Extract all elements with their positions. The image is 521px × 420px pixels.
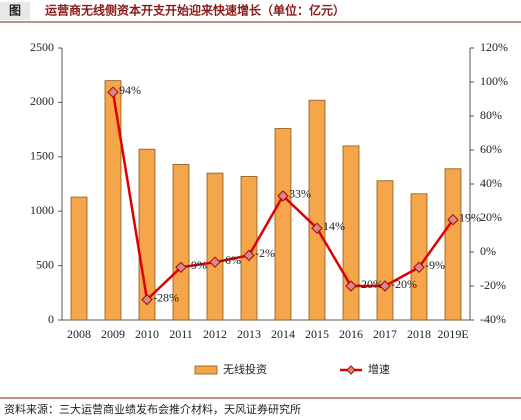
marker [447, 213, 459, 226]
y-tick-label: 2000 [30, 94, 54, 108]
x-tick-label: 2017 [373, 327, 397, 341]
marker [277, 190, 289, 202]
bar [172, 164, 190, 321]
bar [342, 145, 360, 321]
legend-label: 增速 [368, 362, 390, 376]
data-label: 19% [459, 210, 481, 224]
marker [345, 280, 357, 292]
y-tick-label: 0 [48, 312, 54, 326]
x-tick-label: 2019E [437, 327, 468, 341]
chart-title: 运营商无线侧资本开支开始迎来快速增长（单位：亿元） [45, 3, 345, 18]
figure-label: 图 [9, 4, 21, 18]
bar [206, 172, 224, 321]
data-label: 94% [119, 83, 141, 97]
marker [107, 86, 119, 98]
data-label: -9% [187, 258, 207, 272]
y2-tick-label: 20% [480, 210, 502, 224]
bar [70, 196, 88, 321]
y2-tick-label: 100% [480, 74, 508, 88]
bar [308, 99, 326, 321]
y-tick-label: 500 [36, 257, 54, 271]
data-label: -6% [221, 253, 241, 267]
y-tick-label: 1500 [30, 149, 54, 163]
legend-marker [346, 365, 356, 375]
y2-tick-label: 80% [480, 108, 502, 122]
x-tick-label: 2011 [169, 327, 193, 341]
legend-label: 无线投资 [223, 362, 267, 376]
bar [240, 175, 258, 321]
marker [379, 280, 391, 292]
source-note: 资料来源：三大运营商业绩发布会推介材料，天风证券研究所 [4, 402, 301, 416]
x-tick-label: 2013 [237, 327, 261, 341]
x-tick-label: 2016 [339, 327, 363, 341]
bar [410, 193, 428, 321]
marker [209, 256, 221, 268]
figure-label-box [0, 2, 30, 20]
y2-tick-label: 60% [480, 142, 502, 156]
y2-tick-label: 40% [480, 176, 502, 190]
data-label: -9% [425, 258, 445, 272]
bar [444, 168, 462, 321]
x-tick-label: 2010 [135, 327, 159, 341]
data-label: -28% [153, 290, 179, 304]
x-tick-label: 2009 [101, 327, 125, 341]
bar [376, 180, 394, 321]
marker [141, 293, 153, 306]
bar [104, 80, 122, 321]
data-label: -2% [255, 246, 275, 260]
x-tick-label: 2014 [271, 327, 295, 341]
marker [175, 261, 187, 274]
bar [274, 128, 292, 321]
x-tick-label: 2008 [67, 327, 91, 341]
marker [311, 222, 323, 234]
x-tick-label: 2018 [407, 327, 431, 341]
y2-tick-label: 0% [480, 244, 496, 258]
x-tick-label: 2015 [305, 327, 329, 341]
marker [243, 249, 255, 262]
x-tick-label: 2012 [203, 327, 227, 341]
data-label: 14% [323, 219, 345, 233]
y-tick-label: 2500 [30, 40, 54, 54]
marker [413, 261, 425, 274]
data-label: -20% [391, 277, 417, 291]
y2-tick-label: -40% [480, 312, 506, 326]
data-label: 33% [289, 187, 311, 201]
y-tick-label: 1000 [30, 203, 54, 217]
legend-swatch [194, 365, 218, 375]
data-label: -20% [357, 277, 383, 291]
y2-tick-label: 120% [480, 40, 508, 54]
y2-tick-label: -20% [480, 278, 506, 292]
